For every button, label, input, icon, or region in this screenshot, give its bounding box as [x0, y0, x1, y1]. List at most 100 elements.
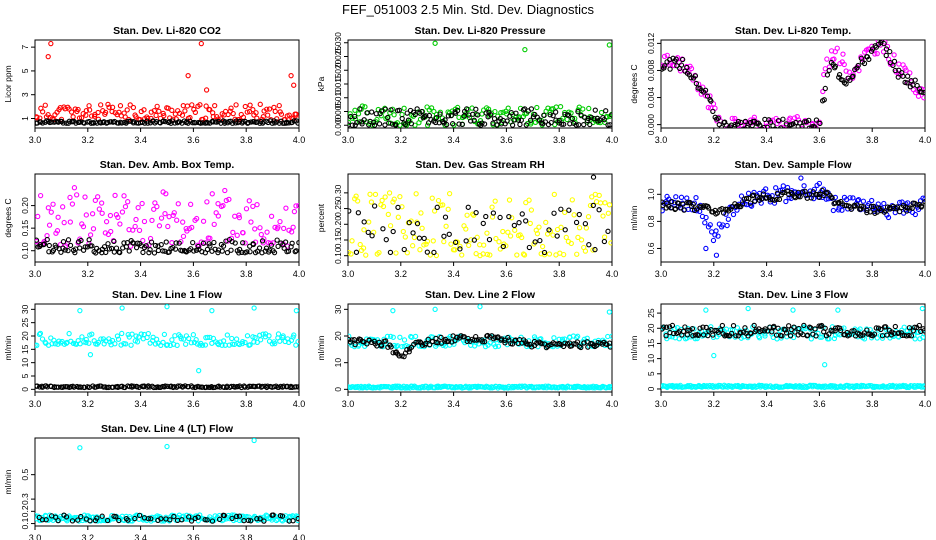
data-point: [147, 246, 153, 253]
data-point: [730, 323, 737, 329]
data-point: [200, 240, 207, 246]
data-point: [285, 248, 292, 254]
x-tick-label: 3.8: [240, 533, 253, 540]
data-point: [254, 119, 260, 125]
plot-frame: [347, 173, 613, 263]
data-point: [86, 237, 92, 243]
data-point: [238, 384, 245, 391]
data-point: [718, 327, 724, 333]
data-point: [669, 322, 676, 329]
data-point: [557, 103, 564, 110]
data-point: [450, 121, 456, 127]
data-point: [187, 114, 193, 121]
data-point: [146, 242, 152, 248]
data-point: [361, 219, 367, 225]
data-point: [431, 249, 437, 256]
data-point: [783, 330, 790, 336]
data-point: [772, 126, 778, 128]
data-point: [152, 242, 159, 249]
series-secondary: [661, 187, 925, 217]
data-point: [48, 383, 54, 390]
data-point: [805, 127, 809, 128]
data-point: [219, 342, 225, 348]
data-point: [174, 342, 180, 348]
data-point: [697, 325, 703, 331]
data-point: [661, 199, 665, 205]
data-point: [775, 117, 782, 124]
data-point: [295, 384, 299, 390]
data-point: [921, 89, 925, 96]
data-point: [809, 121, 816, 127]
data-point: [106, 246, 113, 252]
data-point: [158, 516, 164, 522]
data-point: [43, 517, 49, 523]
data-point: [39, 109, 46, 115]
data-point: [596, 207, 602, 213]
data-point: [606, 202, 612, 208]
data-point: [879, 40, 885, 43]
data-point: [537, 237, 543, 244]
y-tick-label: 1: [20, 116, 30, 121]
x-tick-label: 3.6: [813, 135, 826, 145]
y-tick-label: 25: [20, 318, 30, 328]
data-point: [718, 124, 725, 128]
data-point: [210, 113, 216, 120]
data-point: [787, 333, 794, 339]
data-point: [551, 335, 557, 341]
data-point: [423, 241, 429, 247]
data-point: [153, 112, 159, 119]
data-point: [560, 121, 567, 127]
data-point: [511, 222, 518, 229]
data-point: [359, 121, 365, 127]
data-point: [603, 108, 609, 114]
data-point: [123, 341, 129, 347]
data-point: [202, 342, 209, 348]
data-point: [473, 106, 479, 112]
panel-1: Stan. Dev. Li-820 CO2 3.0 3.2 3.4 3.6 3.8 4.0 1…: [3, 25, 305, 145]
data-point: [855, 334, 861, 340]
data-point: [576, 122, 582, 128]
data-point: [666, 324, 673, 330]
data-point: [681, 207, 687, 213]
data-point: [95, 194, 101, 200]
data-point: [388, 333, 394, 340]
data-point: [776, 196, 783, 203]
data-point: [232, 213, 238, 219]
data-point: [126, 248, 132, 254]
data-point: [378, 343, 385, 349]
data-point: [171, 513, 177, 520]
series-secondary: [35, 118, 299, 126]
panel-title: Stan. Dev. Line 1 Flow: [112, 289, 223, 301]
data-point: [387, 110, 393, 116]
data-point: [735, 118, 742, 125]
x-tick-label: 3.6: [187, 399, 200, 409]
data-point: [569, 197, 575, 203]
data-point: [427, 252, 433, 258]
data-point: [830, 328, 836, 334]
data-point: [527, 117, 534, 123]
data-point: [831, 335, 838, 342]
data-point: [182, 108, 188, 114]
data-point: [483, 110, 489, 116]
data-point: [390, 228, 396, 235]
data-point: [162, 383, 168, 389]
data-point: [352, 107, 358, 113]
data-point: [215, 249, 221, 256]
data-point: [275, 243, 281, 250]
data-point: [488, 112, 494, 118]
data-point: [248, 219, 254, 225]
data-point: [438, 334, 444, 341]
data-point: [915, 93, 922, 99]
data-point: [443, 223, 449, 229]
data-point: [250, 203, 256, 209]
data-point: [296, 202, 299, 209]
x-tick-label: 3.6: [187, 533, 200, 540]
data-point: [881, 200, 887, 207]
data-point: [66, 106, 72, 112]
data-point: [743, 195, 750, 202]
data-point: [713, 228, 719, 234]
data-point: [848, 206, 854, 212]
data-point: [724, 222, 730, 229]
data-point: [739, 201, 746, 207]
data-point: [195, 243, 201, 250]
